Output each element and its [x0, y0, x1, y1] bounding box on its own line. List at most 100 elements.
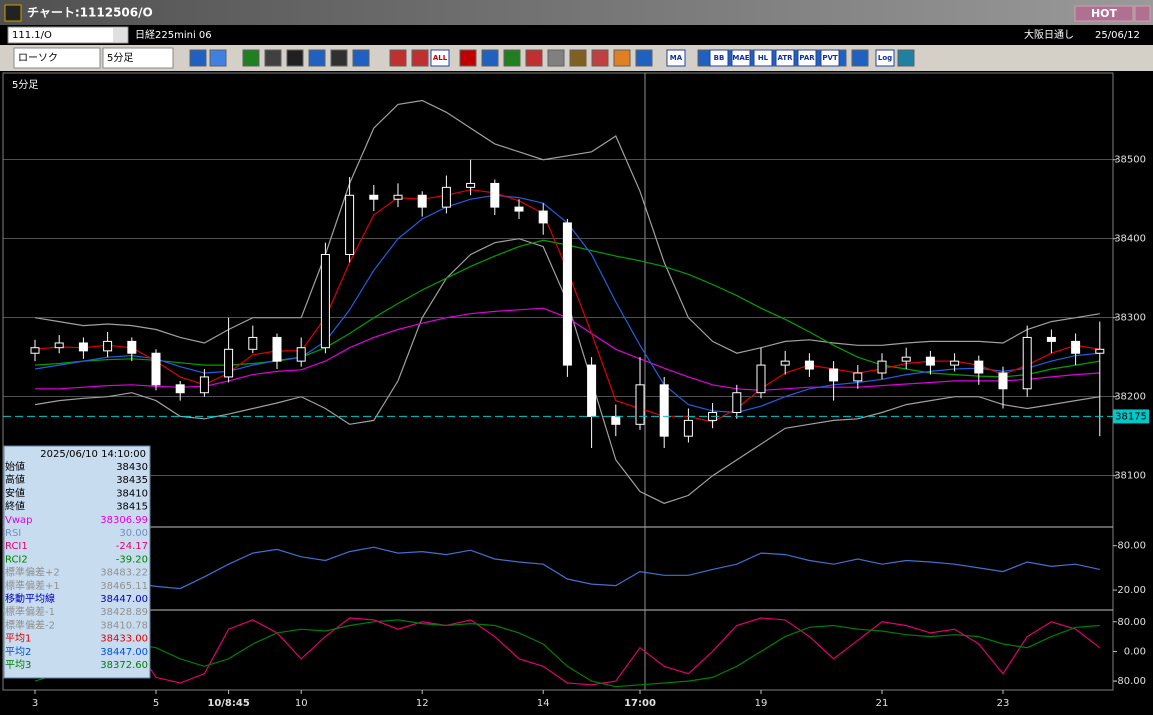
info-value: 38428.89 [100, 607, 148, 618]
market: 大阪日通し [1024, 28, 1074, 41]
info-label: RCI2 [5, 554, 28, 565]
tool-button[interactable] [666, 49, 686, 67]
tool-icon[interactable] [209, 49, 227, 67]
tool-icon[interactable] [286, 49, 304, 67]
candle-body [490, 182, 500, 208]
y-tick-label: 38500 [1114, 155, 1146, 166]
candle-body [780, 360, 790, 366]
candle-body [1022, 336, 1032, 390]
candle-body [224, 348, 234, 378]
y-tick-label: 38400 [1114, 234, 1146, 245]
tool-icon[interactable] [569, 49, 587, 67]
chart-kind[interactable]: ローソク [18, 52, 58, 64]
indicator-line [34, 617, 1101, 686]
tool-icon[interactable] [459, 49, 477, 67]
tool-button-label[interactable]: PVT [822, 54, 838, 62]
tool-icon[interactable] [352, 49, 370, 67]
hot-label[interactable]: HOT [1091, 7, 1118, 20]
tool-button-label[interactable]: ALL [433, 54, 448, 62]
indicator-line [34, 546, 1100, 590]
tool-icon[interactable] [503, 49, 521, 67]
candle-body [466, 182, 476, 188]
tool-button[interactable] [775, 49, 795, 67]
x-tick-label: 17:00 [624, 698, 656, 709]
tool-button[interactable] [430, 49, 450, 67]
tool-icon[interactable] [264, 49, 282, 67]
candle-body [514, 206, 524, 212]
tool-icon[interactable] [525, 49, 543, 67]
info-label: RCI1 [5, 541, 28, 552]
tool-button-label[interactable]: Log [878, 54, 892, 62]
candle-body [611, 415, 621, 425]
tool-button[interactable] [731, 49, 751, 67]
tool-icon[interactable] [851, 49, 869, 67]
last-price-box [1113, 409, 1149, 424]
candle-body [562, 222, 572, 366]
candle-body [175, 384, 185, 394]
x-tick-label: 21 [876, 698, 889, 709]
tool-button[interactable] [753, 49, 773, 67]
tool-button[interactable] [875, 49, 895, 67]
symbol-select[interactable] [7, 26, 129, 44]
tool-icon[interactable] [330, 49, 348, 67]
instrument-name: 日経225mini 06 [135, 28, 212, 41]
period-select[interactable] [102, 47, 174, 69]
candle-body [441, 186, 451, 208]
tool-icon[interactable] [389, 49, 407, 67]
info-value: 38306.99 [100, 515, 148, 526]
dropdown-arrow[interactable] [113, 28, 127, 42]
window-title: チャート:1112506/O [27, 6, 153, 20]
info-label: 標準偏差-2 [5, 618, 55, 631]
candle-body [587, 364, 597, 417]
tool-icon[interactable] [547, 49, 565, 67]
tool-icon[interactable] [481, 49, 499, 67]
x-tick-label: 19 [755, 698, 768, 709]
tool-icon[interactable] [242, 49, 260, 67]
period[interactable]: 5分足 [107, 52, 133, 64]
kind-select[interactable] [13, 47, 101, 69]
tool-button-label[interactable]: MAE [732, 54, 749, 62]
tool-icon[interactable] [411, 49, 429, 67]
tool-icon[interactable] [189, 49, 207, 67]
tool-button[interactable] [820, 49, 840, 67]
tool-button[interactable] [797, 49, 817, 67]
tool-button-label[interactable]: HL [758, 54, 769, 62]
tool-icon[interactable] [635, 49, 653, 67]
candle-body [345, 194, 355, 256]
indicator-line [34, 619, 1100, 688]
tool-button-label[interactable]: ATR [777, 54, 793, 62]
tool-icon[interactable] [308, 49, 326, 67]
candle-body [393, 194, 403, 200]
candle-body [804, 360, 814, 370]
info-value: 38410.78 [100, 620, 148, 631]
tool-icon[interactable] [613, 49, 631, 67]
candle-body [829, 368, 839, 382]
candle-body [756, 364, 766, 394]
info-value: 38465.11 [100, 581, 148, 592]
symbol[interactable]: 111.1/O [12, 30, 52, 41]
candle-body [901, 356, 911, 362]
candle-body [103, 340, 113, 352]
candle-body [78, 342, 88, 352]
info-value: 38447.00 [100, 594, 148, 605]
candle-body [998, 372, 1008, 390]
close-button[interactable] [1134, 5, 1151, 22]
x-tick-label: 10/8:45 [207, 698, 249, 709]
tool-icon[interactable] [591, 49, 609, 67]
candle-body [369, 194, 379, 200]
tool-button[interactable] [709, 49, 729, 67]
candle-body [877, 360, 887, 374]
x-tick-label: 5 [153, 698, 159, 709]
x-tick-label: 3 [32, 698, 38, 709]
x-tick-label: 14 [537, 698, 550, 709]
candle-body [272, 336, 282, 362]
hot-button[interactable] [1074, 5, 1134, 22]
app-icon [4, 4, 22, 22]
candle-body [1046, 336, 1056, 342]
tool-button-label[interactable]: PAR [799, 54, 815, 62]
info-value: 38372.60 [100, 660, 148, 671]
tool-button-label[interactable]: MA [670, 54, 683, 62]
info-value: 30.00 [119, 528, 148, 539]
tool-icon[interactable] [897, 49, 915, 67]
tool-button-label[interactable]: BB [714, 54, 725, 62]
